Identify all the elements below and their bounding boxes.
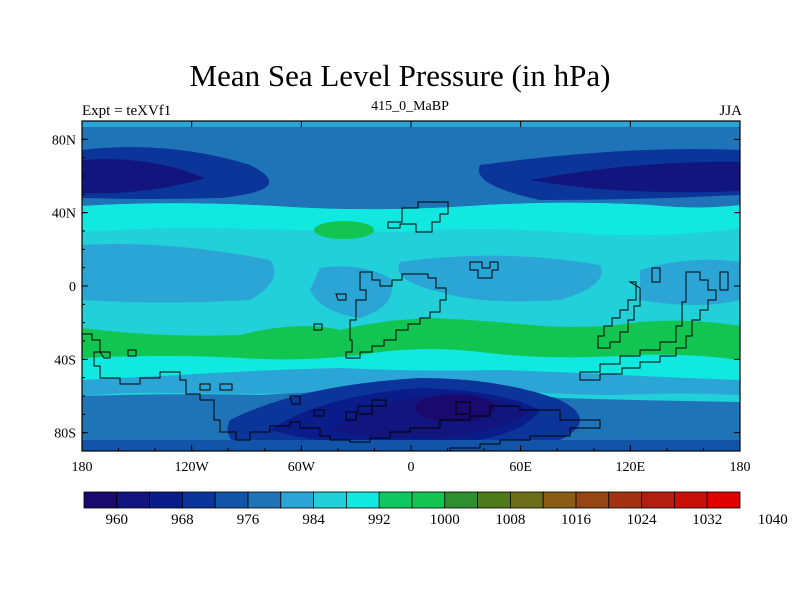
colorbar-swatch bbox=[575, 491, 610, 509]
coastline-north-continent bbox=[387, 201, 449, 233]
southern-high-band bbox=[82, 318, 740, 360]
colorbar-label: 1032 bbox=[692, 512, 722, 528]
coastline-small-island bbox=[469, 261, 499, 279]
colorbar-swatch bbox=[345, 491, 380, 509]
x-tick-label: 180 bbox=[72, 460, 93, 475]
north-pacific-low-core bbox=[82, 159, 205, 194]
colorbar-swatch bbox=[116, 491, 151, 509]
x-tick-label: 120W bbox=[175, 460, 210, 475]
colorbar-swatch bbox=[674, 491, 708, 509]
experiment-label: Expt = teXVf1 bbox=[82, 103, 172, 119]
coastline-s-islet-c bbox=[455, 401, 471, 415]
colorbar-label: 960 bbox=[106, 512, 129, 528]
colorbar-label: 984 bbox=[302, 512, 325, 528]
x-tick-label: 60E bbox=[509, 460, 532, 475]
tropical-low-far-east bbox=[640, 259, 740, 305]
tropical-low-east bbox=[398, 255, 602, 302]
colorbar-label: 1000 bbox=[430, 512, 460, 528]
coastline-sw-islet-2 bbox=[127, 349, 137, 357]
colorbar-label: 976 bbox=[237, 512, 260, 528]
coastline-sw-islet bbox=[99, 351, 111, 359]
colorbar: 960 968 976 984 992 1000 1008 1016 1024 1032 1040 bbox=[83, 491, 788, 528]
y-tick-label: 40N bbox=[52, 207, 76, 222]
coastline-east-fragment bbox=[597, 281, 641, 349]
coastline-east-islet bbox=[651, 267, 661, 283]
antarctic-low-core bbox=[415, 394, 495, 422]
coastline-s-islet-b bbox=[313, 409, 325, 417]
colorbar-swatch bbox=[444, 491, 478, 509]
x-tick-label: 180 bbox=[730, 460, 751, 475]
colorbar-label: 1008 bbox=[495, 512, 525, 528]
coastline-gondwana-west bbox=[345, 271, 447, 359]
pressure-field bbox=[82, 121, 740, 451]
y-tick-label: 40S bbox=[54, 353, 76, 368]
x-tick-label: 0 bbox=[408, 460, 415, 475]
colorbar-swatch bbox=[83, 491, 118, 509]
colorbar-swatch bbox=[542, 491, 577, 509]
colorbar-swatch bbox=[641, 491, 675, 509]
coastline-islet-a bbox=[335, 293, 347, 301]
map-title: Mean Sea Level Pressure (in hPa) bbox=[189, 58, 611, 93]
colorbar-swatch bbox=[247, 491, 282, 509]
southern-mid-band bbox=[82, 349, 740, 380]
map-axes: 180 120W 60W 0 60E 120E 180 80N 40N 0 40S 80S bbox=[52, 120, 751, 475]
colorbar-label: 1040 bbox=[758, 512, 788, 528]
mid-lat-band bbox=[82, 202, 740, 236]
season-label: JJA bbox=[719, 103, 742, 119]
colorbar-label: 1024 bbox=[627, 512, 658, 528]
coastline-sw-islet-3 bbox=[199, 383, 211, 391]
siberian-low-core bbox=[530, 161, 740, 193]
coastline-sw-islet-4 bbox=[219, 383, 233, 391]
colorbar-swatch bbox=[411, 491, 446, 509]
y-tick-label: 0 bbox=[69, 280, 76, 295]
north-high-patch bbox=[314, 221, 374, 239]
colorbar-swatch bbox=[280, 491, 314, 509]
coastline-s-fragment bbox=[345, 399, 387, 421]
colorbar-label: 992 bbox=[368, 512, 391, 528]
period-label: 415_0_MaBP bbox=[371, 99, 449, 114]
coastline-gondwana-east bbox=[579, 271, 717, 381]
colorbar-swatch bbox=[477, 491, 511, 509]
colorbar-swatch bbox=[509, 491, 544, 509]
colorbar-swatch bbox=[214, 491, 249, 509]
coastline-far-east-islet bbox=[719, 271, 729, 291]
colorbar-label: 968 bbox=[171, 512, 194, 528]
colorbar-swatch bbox=[378, 491, 413, 509]
colorbar-swatch bbox=[181, 491, 216, 509]
colorbar-swatch bbox=[313, 491, 347, 509]
coastline-south-pole-margin bbox=[82, 333, 601, 451]
colorbar-swatch bbox=[149, 491, 183, 509]
coastline-s-islet-a bbox=[289, 395, 301, 405]
tropical-low-west bbox=[82, 244, 275, 303]
x-tick-label: 60W bbox=[288, 460, 316, 475]
y-tick-label: 80S bbox=[54, 427, 76, 442]
colorbar-swatch bbox=[608, 491, 642, 509]
paleo-coastlines bbox=[82, 201, 729, 451]
y-tick-label: 80N bbox=[52, 133, 76, 148]
x-tick-label: 120E bbox=[616, 460, 646, 475]
colorbar-label: 1016 bbox=[561, 512, 592, 528]
colorbar-swatch bbox=[706, 491, 741, 509]
coastline-islet-b bbox=[313, 323, 323, 331]
